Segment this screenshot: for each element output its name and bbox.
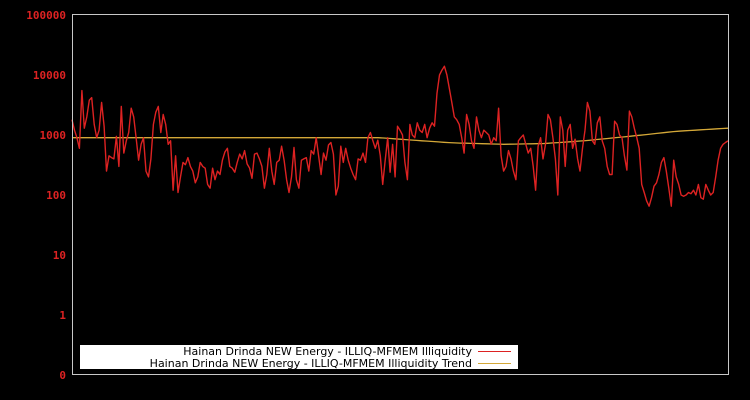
y-tick-10000: 10000	[33, 69, 66, 82]
legend-label-trend: Hainan Drinda NEW Energy - ILLIQ-MFMEM I…	[150, 357, 472, 370]
y-tick-10: 10	[53, 249, 66, 262]
plot-frame	[72, 14, 729, 375]
y-tick-100000: 100000	[26, 9, 66, 22]
y-tick-1000: 1000	[40, 129, 67, 142]
y-tick-0: 0	[59, 369, 66, 382]
y-tick-100: 100	[46, 189, 66, 202]
trend-line	[72, 127, 729, 145]
plot-series	[71, 65, 729, 207]
legend-box	[80, 345, 518, 369]
y-tick-1: 1	[59, 309, 66, 322]
illiquidity-line	[71, 65, 729, 207]
y-axis: 100000 10000 1000 100 10 1 0	[26, 9, 66, 382]
legend-label-illiquidity: Hainan Drinda NEW Energy - ILLIQ-MFMEM I…	[183, 345, 472, 358]
legend: Hainan Drinda NEW Energy - ILLIQ-MFMEM I…	[80, 345, 518, 370]
